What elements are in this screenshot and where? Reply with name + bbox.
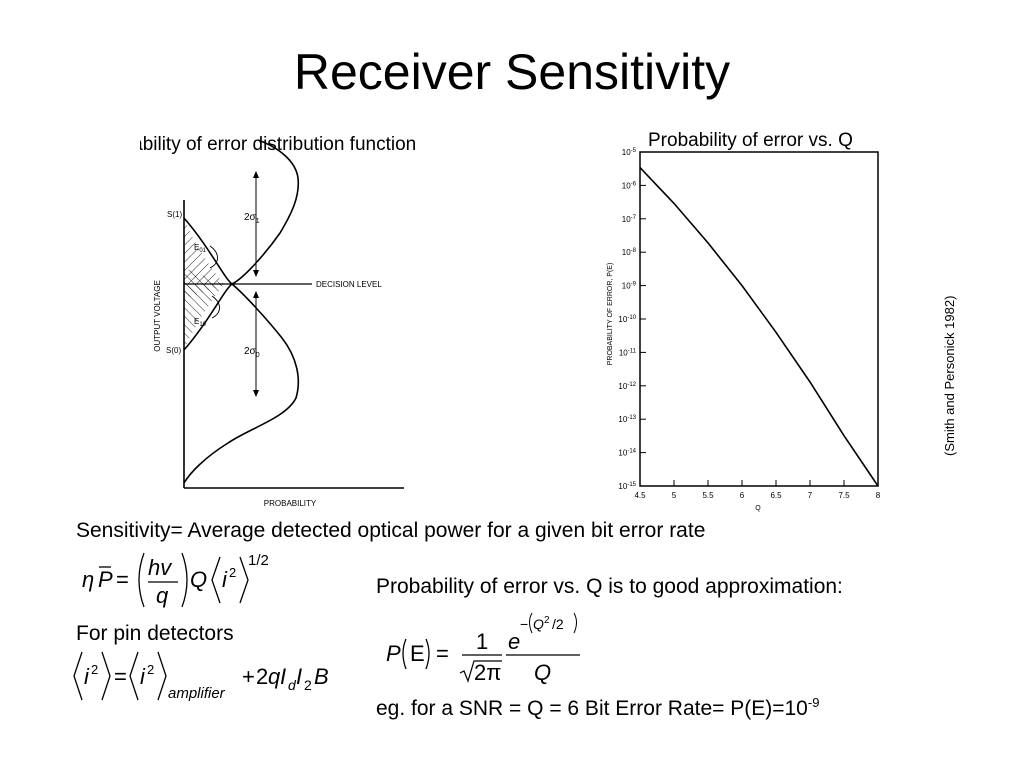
svg-text:2: 2 (229, 565, 236, 580)
y-tick-label: 10-13 (618, 415, 636, 424)
y-tick-label: 10-5 (622, 148, 637, 157)
lower-distribution-curve (183, 282, 300, 484)
svg-text:2: 2 (147, 662, 154, 677)
svg-text:η: η (82, 567, 94, 592)
sensitivity-formula: η P = hv q Q i 2 1/2 (82, 552, 269, 608)
error-distribution-figure: Probability of error distribution functi… (140, 134, 416, 508)
e01-label: E01 (194, 243, 207, 254)
pin-noise-formula: i 2 = i 2 amplifier + 2 q I d I 2 B (73, 651, 329, 702)
svg-text:B: B (314, 664, 329, 689)
svg-text:q: q (268, 664, 281, 689)
svg-text:amplifier: amplifier (168, 685, 226, 702)
svg-text:d: d (288, 677, 297, 693)
svg-text:i: i (140, 664, 146, 689)
svg-text:I: I (280, 664, 286, 689)
y-tick-label: 10-10 (618, 315, 636, 324)
svg-text:i: i (222, 567, 228, 592)
y-tick-label: 10-8 (622, 248, 637, 257)
example-statement: eg. for a SNR = Q = 6 Bit Error Rate= P(… (376, 695, 820, 720)
svg-text:q: q (156, 583, 169, 608)
citation: (Smith and Personick 1982) (942, 295, 957, 456)
chart-frame (639, 151, 879, 487)
x-tick-label: 7 (808, 491, 813, 500)
svg-text:2: 2 (544, 615, 550, 626)
x-tick-label: 5.5 (702, 491, 714, 500)
y-tick-label: 10-12 (618, 382, 636, 391)
error-probability-formula: P E = 1 2π e − Q 2 /2 Q (386, 612, 580, 685)
y-tick-label: 10-11 (619, 348, 637, 357)
svg-text:e: e (508, 629, 520, 654)
y-tick-label: 10-14 (618, 449, 636, 458)
svg-text:1: 1 (476, 629, 488, 654)
sensitivity-definition: Sensitivity= Average detected optical po… (76, 519, 706, 542)
svg-text:−: − (520, 616, 528, 632)
x-tick-label: 6 (740, 491, 745, 500)
svg-text:I: I (296, 664, 302, 689)
svg-text:2: 2 (256, 664, 268, 689)
decision-level-label: DECISION LEVEL (316, 280, 382, 289)
svg-text:+: + (242, 664, 255, 689)
y-tick-label: 10-6 (622, 181, 637, 190)
right-x-axis-label: Q (755, 505, 761, 512)
svg-text:=: = (116, 567, 129, 592)
right-figure-title: Probability of error vs. Q (648, 130, 853, 151)
error-region-e01 (184, 218, 224, 284)
svg-text:2: 2 (91, 662, 98, 677)
y-tick-label: 10-15 (618, 482, 636, 491)
svg-text:E: E (410, 641, 425, 666)
svg-text:Q: Q (190, 567, 207, 592)
svg-text:=: = (114, 664, 127, 689)
svg-text:/2: /2 (552, 616, 564, 632)
svg-text:P: P (98, 567, 113, 592)
upper-distribution-curve (183, 139, 300, 285)
x-tick-label: 8 (876, 491, 881, 500)
sigma1-label: 2σ1 (244, 212, 260, 225)
x-tick-label: 6.5 (770, 491, 782, 500)
svg-text:Q: Q (534, 660, 551, 685)
svg-text:2: 2 (304, 677, 312, 693)
svg-text:hv: hv (148, 555, 173, 580)
x-tick-label: 7.5 (838, 491, 850, 500)
svg-text:P: P (386, 641, 401, 666)
e10-label: E10 (194, 317, 207, 328)
svg-text:i: i (84, 664, 90, 689)
sigma0-label: 2σ0 (244, 346, 260, 359)
s0-label: S(0) (166, 346, 181, 355)
svg-text:2π: 2π (474, 660, 501, 685)
left-y-axis-label: OUTPUT VOLTAGE (153, 280, 162, 352)
approximation-statement: Probability of error vs. Q is to good ap… (376, 575, 843, 598)
error-vs-q-curve (639, 167, 879, 487)
x-tick-label: 5 (672, 491, 677, 500)
s1-label: S(1) (167, 210, 182, 219)
pin-detectors-label: For pin detectors (76, 622, 234, 645)
left-x-axis-label: PROBABILITY (264, 499, 317, 508)
x-tick-label: 4.5 (634, 491, 646, 500)
y-tick-label: 10-9 (622, 282, 637, 291)
left-figure-title: Probability of error distribution functi… (140, 134, 416, 155)
svg-text:1/2: 1/2 (248, 552, 269, 569)
error-vs-q-chart: Probability of error vs. Q PROBABILITY O… (607, 130, 881, 512)
error-region-e10 (184, 284, 224, 350)
y-tick-label: 10-7 (622, 215, 637, 224)
right-y-axis-label: PROBABILITY OF ERROR, P(E) (607, 263, 614, 366)
slide-title: Receiver Sensitivity (293, 44, 731, 100)
svg-text:Q: Q (533, 616, 544, 632)
svg-text:=: = (436, 641, 449, 666)
